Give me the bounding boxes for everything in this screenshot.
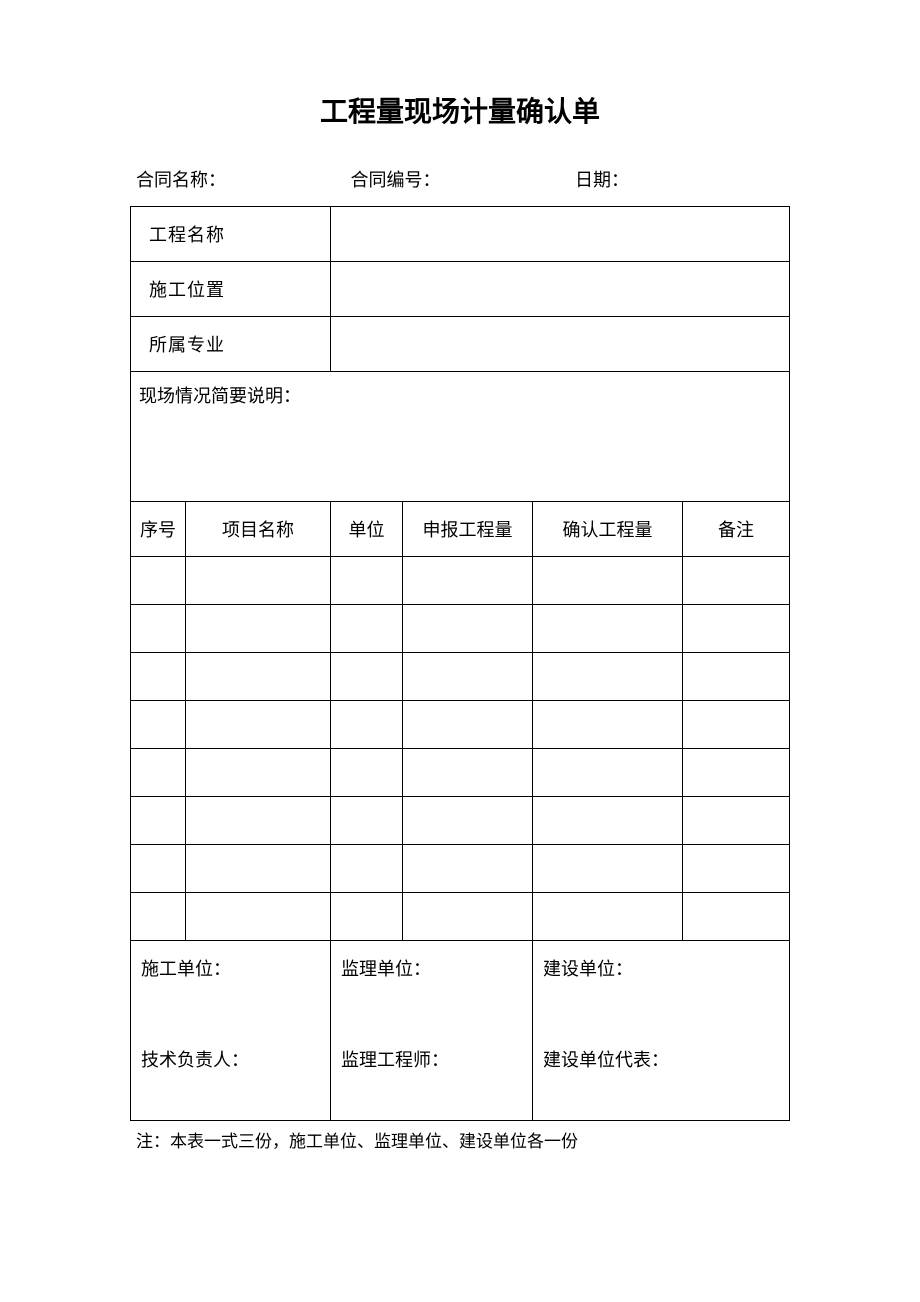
table-cell bbox=[403, 845, 533, 893]
location-label: 施工位置 bbox=[131, 262, 331, 317]
info-row-project: 工程名称 bbox=[131, 207, 790, 262]
supervisor-eng-label: 监理工程师： bbox=[341, 1046, 449, 1072]
header-line: 合同名称： 合同编号： 日期： bbox=[130, 166, 790, 192]
table-cell bbox=[683, 893, 790, 941]
table-cell bbox=[683, 701, 790, 749]
sig-contractor: 施工单位： 技术负责人： bbox=[131, 941, 331, 1121]
table-cell bbox=[533, 749, 683, 797]
project-name-label: 工程名称 bbox=[131, 207, 331, 262]
owner-unit-label: 建设单位： bbox=[543, 955, 779, 981]
supervisor-unit-label: 监理单位： bbox=[341, 955, 522, 981]
contract-name-label: 合同名称： bbox=[136, 166, 346, 192]
signature-row: 施工单位： 技术负责人： 监理单位： 监理工程师： 建设单位： 建设单位代表： bbox=[131, 941, 790, 1121]
table-cell bbox=[331, 749, 403, 797]
col-item: 项目名称 bbox=[186, 502, 331, 557]
table-cell bbox=[533, 653, 683, 701]
table-cell bbox=[683, 557, 790, 605]
table-cell bbox=[186, 701, 331, 749]
table-cell bbox=[533, 557, 683, 605]
table-cell bbox=[331, 797, 403, 845]
table-cell bbox=[186, 845, 331, 893]
table-cell bbox=[131, 605, 186, 653]
table-row bbox=[131, 557, 790, 605]
table-cell bbox=[331, 893, 403, 941]
table-cell bbox=[186, 893, 331, 941]
table-cell bbox=[186, 749, 331, 797]
table-row bbox=[131, 749, 790, 797]
discipline-label: 所属专业 bbox=[131, 317, 331, 372]
table-cell bbox=[331, 653, 403, 701]
tech-lead-label: 技术负责人： bbox=[141, 1046, 249, 1072]
table-cell bbox=[131, 701, 186, 749]
table-cell bbox=[533, 893, 683, 941]
col-remark: 备注 bbox=[683, 502, 790, 557]
sig-owner: 建设单位： 建设单位代表： bbox=[533, 941, 790, 1121]
table-row bbox=[131, 605, 790, 653]
form-table: 工程名称 施工位置 所属专业 现场情况简要说明： 序号 项目名称 单位 申报工程… bbox=[130, 206, 790, 1121]
location-value bbox=[331, 262, 790, 317]
contractor-unit-label: 施工单位： bbox=[141, 955, 320, 981]
table-cell bbox=[533, 845, 683, 893]
table-cell bbox=[186, 797, 331, 845]
owner-rep-label: 建设单位代表： bbox=[543, 1046, 669, 1072]
table-cell bbox=[331, 845, 403, 893]
table-row bbox=[131, 893, 790, 941]
table-cell bbox=[131, 653, 186, 701]
table-cell bbox=[403, 653, 533, 701]
table-cell bbox=[403, 557, 533, 605]
col-unit: 单位 bbox=[331, 502, 403, 557]
table-cell bbox=[403, 605, 533, 653]
table-cell bbox=[131, 845, 186, 893]
col-confirmed: 确认工程量 bbox=[533, 502, 683, 557]
table-cell bbox=[403, 797, 533, 845]
table-cell bbox=[683, 749, 790, 797]
table-cell bbox=[683, 797, 790, 845]
table-cell bbox=[186, 653, 331, 701]
table-cell bbox=[403, 701, 533, 749]
table-cell bbox=[331, 701, 403, 749]
info-row-location: 施工位置 bbox=[131, 262, 790, 317]
table-cell bbox=[331, 557, 403, 605]
table-cell bbox=[533, 605, 683, 653]
footnote: 注：本表一式三份，施工单位、监理单位、建设单位各一份 bbox=[130, 1121, 790, 1152]
discipline-value bbox=[331, 317, 790, 372]
table-row bbox=[131, 701, 790, 749]
table-cell bbox=[683, 605, 790, 653]
table-cell bbox=[131, 797, 186, 845]
date-label: 日期： bbox=[575, 166, 629, 192]
desc-row: 现场情况简要说明： bbox=[131, 372, 790, 502]
table-cell bbox=[683, 653, 790, 701]
table-cell bbox=[533, 701, 683, 749]
sig-supervisor: 监理单位： 监理工程师： bbox=[331, 941, 533, 1121]
page: 工程量现场计量确认单 合同名称： 合同编号： 日期： 工程名称 施工位置 所属专… bbox=[0, 0, 920, 1302]
col-seq: 序号 bbox=[131, 502, 186, 557]
desc-cell: 现场情况简要说明： bbox=[131, 372, 790, 502]
desc-label: 现场情况简要说明： bbox=[139, 386, 301, 406]
project-name-value bbox=[331, 207, 790, 262]
table-cell bbox=[331, 605, 403, 653]
table-cell bbox=[533, 797, 683, 845]
contract-no-label: 合同编号： bbox=[351, 166, 571, 192]
table-row bbox=[131, 653, 790, 701]
table-cell bbox=[186, 557, 331, 605]
page-title: 工程量现场计量确认单 bbox=[130, 90, 790, 130]
info-row-discipline: 所属专业 bbox=[131, 317, 790, 372]
table-cell bbox=[131, 557, 186, 605]
table-cell bbox=[683, 845, 790, 893]
table-row bbox=[131, 845, 790, 893]
table-header-row: 序号 项目名称 单位 申报工程量 确认工程量 备注 bbox=[131, 502, 790, 557]
table-row bbox=[131, 797, 790, 845]
table-cell bbox=[403, 893, 533, 941]
table-cell bbox=[131, 749, 186, 797]
table-cell bbox=[186, 605, 331, 653]
col-declared: 申报工程量 bbox=[403, 502, 533, 557]
table-cell bbox=[403, 749, 533, 797]
table-cell bbox=[131, 893, 186, 941]
